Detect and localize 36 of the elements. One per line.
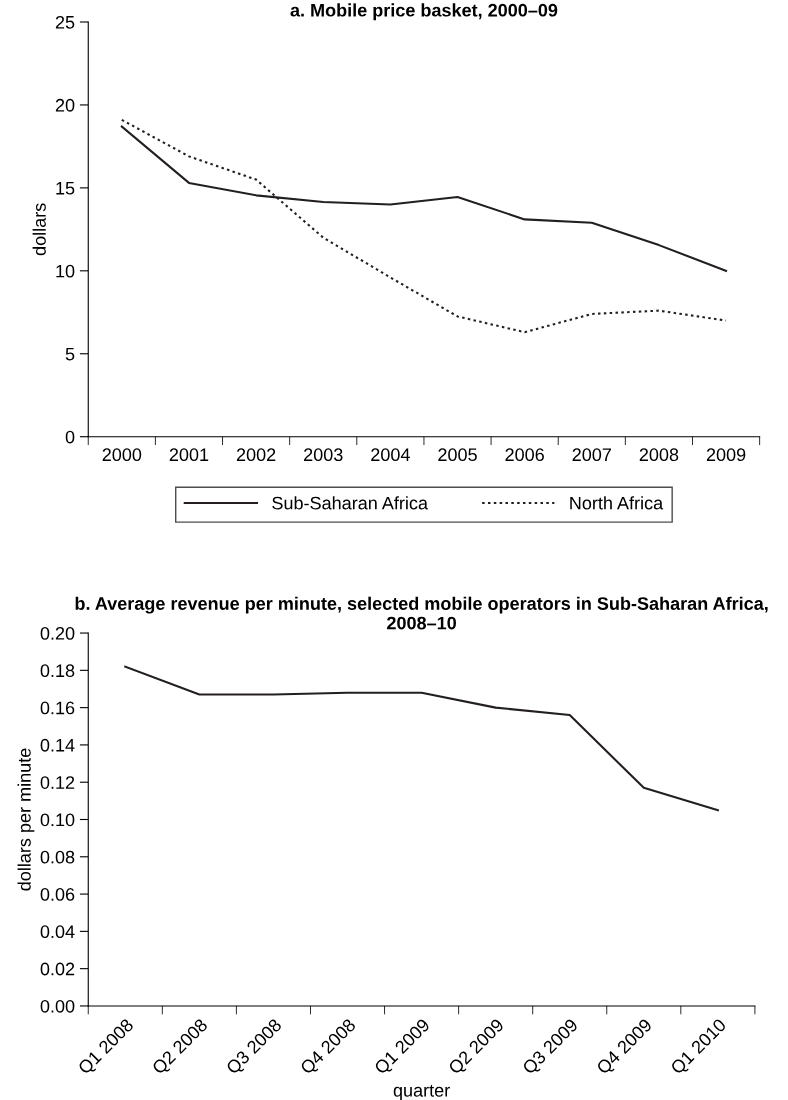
y-tick-label: 0.02 bbox=[40, 962, 75, 976]
y-tick-label: 0.12 bbox=[40, 776, 75, 789]
chart-title: b. Average revenue per minute, selected mobile operators in Sub-Saharan Africa, 2008–10 bbox=[75, 596, 768, 630]
line-series bbox=[120, 118, 728, 334]
y-tick-label: 0.18 bbox=[40, 664, 75, 678]
y-tick-label: 0.10 bbox=[40, 813, 75, 827]
x-axis-title: quarter bbox=[393, 1084, 450, 1100]
y-tick-label: 0.04 bbox=[40, 925, 75, 939]
x-tick-label: 2003 bbox=[304, 448, 343, 462]
x-tick-label: 2002 bbox=[236, 448, 276, 462]
x-tick-label: 2009 bbox=[706, 448, 746, 462]
x-tick-label: 2008 bbox=[639, 448, 679, 462]
y-tick-label: 20 bbox=[55, 98, 75, 112]
y-tick-label: 0.20 bbox=[40, 626, 75, 640]
y-tick-label: 0 bbox=[65, 430, 75, 444]
y-tick-label: 15 bbox=[56, 182, 75, 195]
x-tick-label: 2004 bbox=[371, 448, 410, 462]
x-tick-label: 2006 bbox=[505, 448, 544, 462]
x-tick-label: 2001 bbox=[169, 448, 209, 462]
line-series bbox=[124, 665, 719, 812]
y-axis-title: dollars per minute bbox=[17, 748, 35, 891]
y-tick-label: 0.00 bbox=[40, 999, 75, 1013]
y-tick-label: 0.16 bbox=[40, 701, 75, 715]
chart-title: a. Mobile price basket, 2000–09 bbox=[290, 3, 558, 21]
legend-label: Sub-Saharan Africa bbox=[272, 496, 428, 510]
x-tick-label: 2007 bbox=[572, 448, 611, 462]
y-tick-label: 0.06 bbox=[40, 888, 75, 901]
legend-label: North Africa bbox=[570, 496, 664, 510]
y-tick-label: 0.08 bbox=[40, 850, 75, 864]
y-tick-label: 0.14 bbox=[40, 738, 75, 752]
y-tick-label: 25 bbox=[55, 15, 75, 29]
y-tick-label: 10 bbox=[56, 264, 75, 278]
y-tick-label: 5 bbox=[65, 347, 75, 361]
y-axis-title: dollars bbox=[32, 203, 46, 256]
x-tick-label: 2005 bbox=[438, 448, 477, 462]
x-tick-label: 2000 bbox=[102, 448, 142, 462]
